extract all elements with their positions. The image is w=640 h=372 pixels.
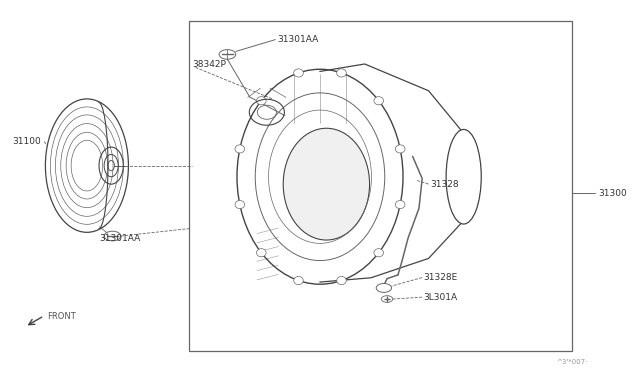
Ellipse shape xyxy=(396,145,405,153)
Ellipse shape xyxy=(257,97,266,105)
Text: 3L301A: 3L301A xyxy=(424,293,458,302)
Bar xyxy=(189,21,572,351)
Ellipse shape xyxy=(374,248,383,257)
Text: ^3'*007·: ^3'*007· xyxy=(556,359,588,365)
Circle shape xyxy=(376,283,392,292)
Ellipse shape xyxy=(337,276,346,285)
Ellipse shape xyxy=(257,248,266,257)
Text: 31301AA: 31301AA xyxy=(100,234,141,243)
Text: 38342P: 38342P xyxy=(192,60,226,69)
Text: 31301AA: 31301AA xyxy=(277,35,319,44)
Ellipse shape xyxy=(235,201,244,209)
Circle shape xyxy=(381,296,393,302)
Text: 31328: 31328 xyxy=(430,180,458,189)
Ellipse shape xyxy=(294,276,303,285)
Ellipse shape xyxy=(374,97,383,105)
Text: 31328E: 31328E xyxy=(424,273,458,282)
Ellipse shape xyxy=(235,145,244,153)
Ellipse shape xyxy=(396,201,405,209)
Ellipse shape xyxy=(337,69,346,77)
Text: 31100: 31100 xyxy=(12,137,41,146)
Ellipse shape xyxy=(294,69,303,77)
Text: FRONT: FRONT xyxy=(47,312,76,321)
Ellipse shape xyxy=(284,128,369,240)
Text: 31300: 31300 xyxy=(598,189,627,198)
